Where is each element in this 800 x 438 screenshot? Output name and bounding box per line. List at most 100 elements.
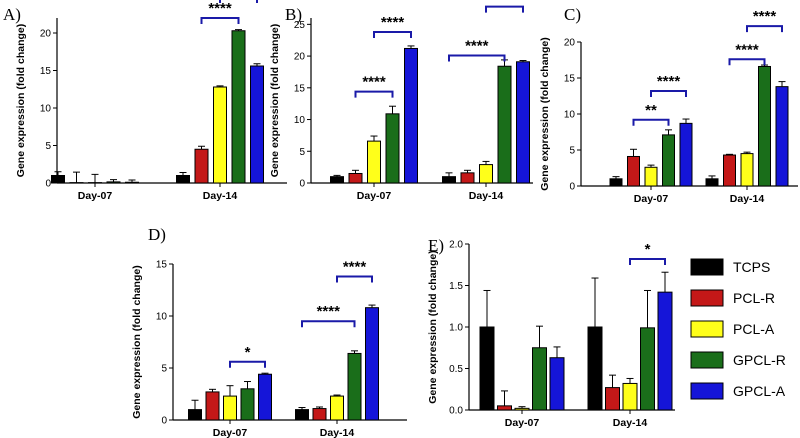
bar-pcl-a-day-14 — [479, 164, 493, 184]
y-tick-label: 25 — [294, 20, 306, 31]
bar-tcps-day-07 — [330, 176, 344, 184]
y-axis-label: Gene expression (fold change) — [15, 24, 27, 177]
legend: TCPS PCL-R PCL-A GPCL-R GPCL-A — [690, 258, 786, 400]
significance-bracket — [746, 25, 783, 33]
significance-bracket — [485, 5, 524, 13]
bar-gpcl-a-day-14 — [365, 307, 379, 421]
bar-tcps-day-07 — [188, 409, 202, 421]
bar-gpcl-r-day-07 — [662, 134, 675, 187]
bar-gpcl-a-day-14 — [657, 291, 673, 411]
bar-pcl-a-day-07 — [223, 395, 237, 421]
y-tick-label: 0 — [45, 179, 51, 190]
legend-label-tcps: TCPS — [733, 259, 770, 275]
significance-bracket — [629, 257, 666, 265]
y-axis-label: Gene expression (fold change) — [269, 24, 281, 177]
x-tick-label: Day-07 — [634, 193, 669, 205]
bar-tcps-day-07 — [51, 175, 65, 184]
legend-swatch-pcl-r — [690, 289, 724, 307]
significance-label: **** — [362, 74, 386, 91]
bar-pcl-r-day-07 — [205, 391, 220, 421]
significance-label: ** — [645, 102, 657, 119]
chart-panel-5: E) 0.0 0.5 1.0 1.5 2.0 Gene expression (fold c… — [427, 236, 675, 429]
bar-tcps-day-07 — [479, 326, 495, 411]
bar-gpcl-a-day-07 — [258, 373, 272, 421]
bar-gpcl-r-day-07 — [240, 388, 255, 421]
panel-letter: E) — [428, 236, 444, 255]
significance-bracket — [200, 17, 240, 24]
x-tick-label: Day-14 — [613, 417, 648, 429]
significance-label: **** — [657, 73, 681, 90]
significance-label: **** — [317, 303, 341, 320]
panel-letter: B) — [285, 5, 302, 24]
bar-pcl-a-day-07 — [367, 140, 381, 184]
y-tick-label: 20 — [294, 52, 306, 63]
significance-bracket — [728, 58, 766, 66]
y-tick-label: 10 — [294, 115, 306, 126]
significance-bracket — [301, 320, 356, 328]
panel-letter: A) — [3, 5, 21, 24]
bar-gpcl-a-day-14 — [516, 61, 530, 184]
y-tick-label: 0.0 — [449, 406, 463, 417]
bar-gpcl-r-day-07 — [385, 113, 400, 184]
y-tick-label: 15 — [40, 66, 52, 77]
legend-swatch-tcps — [690, 258, 724, 276]
bar-pcl-r-day-07 — [627, 155, 640, 187]
significance-bracket — [632, 118, 670, 126]
y-tick-label: 5 — [569, 146, 575, 157]
y-tick-label: 5 — [299, 147, 305, 158]
y-tick-label: 20 — [40, 29, 52, 40]
x-tick-label: Day-07 — [505, 417, 540, 429]
y-axis-label: Gene expression (fold change) — [539, 37, 551, 190]
significance-label: **** — [753, 8, 777, 25]
bar-gpcl-r-day-14 — [497, 65, 512, 184]
bar-tcps-day-14 — [587, 326, 603, 411]
bar-gpcl-a-day-07 — [549, 357, 565, 411]
y-tick-label: 5 — [45, 141, 51, 152]
bar-pcl-r-day-07 — [348, 172, 363, 184]
y-tick-label: 1.0 — [449, 323, 463, 334]
bar-gpcl-a-day-07 — [404, 47, 418, 184]
x-tick-label: Day-07 — [357, 190, 392, 202]
y-tick-label: 10 — [564, 110, 576, 121]
bar-gpcl-r-day-14 — [347, 352, 362, 421]
y-tick-label: 10 — [156, 312, 168, 323]
bar-gpcl-r-day-14 — [758, 65, 771, 187]
y-tick-label: 0 — [569, 182, 575, 193]
bar-pcl-r-day-14 — [605, 387, 620, 411]
significance-label: **** — [343, 258, 367, 275]
bar-gpcl-r-day-14 — [640, 327, 655, 411]
legend-label-gpcl-r: GPCL-R — [733, 352, 786, 368]
y-tick-label: 0 — [299, 179, 305, 190]
bar-pcl-a-day-07 — [514, 407, 530, 411]
y-tick-label: 10 — [40, 104, 52, 115]
y-axis-label: Gene expression (fold change) — [131, 265, 143, 418]
y-tick-label: 15 — [156, 260, 168, 271]
y-tick-label: 0.5 — [449, 364, 463, 375]
y-tick-label: 5 — [161, 364, 167, 375]
y-tick-label: 15 — [564, 74, 576, 85]
significance-label: **** — [465, 37, 489, 54]
chart-panel-3: C) 0 5 10 15 20 Gene expression (fold change) D… — [539, 5, 798, 205]
bar-pcl-a-day-14 — [213, 86, 227, 184]
x-tick-label: Day-14 — [730, 193, 765, 205]
bar-pcl-a-day-14 — [330, 395, 344, 421]
legend-swatch-pcl-a — [690, 320, 724, 338]
chart-panel-2: B) 0 5 10 15 20 25 Gene expression (fold change… — [269, 0, 533, 202]
significance-label: **** — [493, 0, 517, 6]
bar-tcps-day-14 — [176, 175, 190, 184]
y-tick-label: 0 — [161, 416, 167, 427]
bar-tcps-day-14 — [295, 409, 309, 421]
legend-label-pcl-r: PCL-R — [733, 290, 775, 306]
significance-bracket — [229, 360, 266, 368]
significance-label: **** — [381, 14, 405, 31]
bar-gpcl-a-day-14 — [250, 65, 264, 184]
bar-gpcl-a-day-07 — [125, 181, 139, 184]
significance-label: * — [245, 344, 251, 361]
chart-panel-1: A) 0 5 10 15 20 Gene expression (fold change) D… — [3, 0, 287, 202]
bar-gpcl-r-day-07 — [532, 347, 547, 411]
bar-gpcl-a-day-14 — [775, 86, 789, 187]
legend-label-pcl-a: PCL-A — [733, 321, 775, 337]
legend-label-gpcl-a: GPCL-A — [733, 383, 786, 399]
legend-swatch-gpcl-r — [690, 351, 724, 369]
